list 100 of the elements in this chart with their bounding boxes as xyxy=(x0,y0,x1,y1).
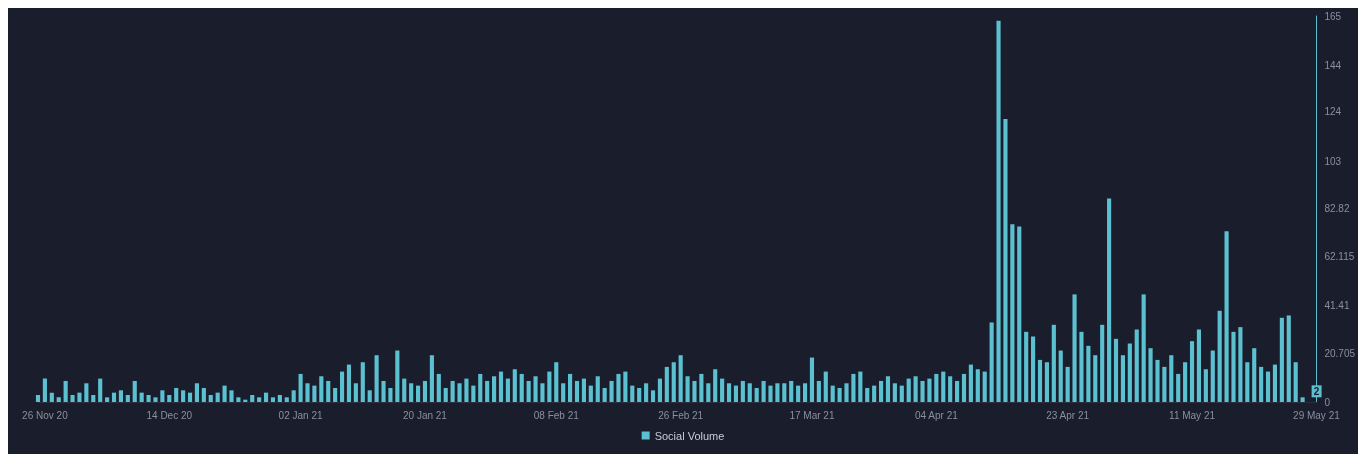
bar xyxy=(1162,366,1167,402)
bar xyxy=(561,383,566,402)
bar xyxy=(526,380,531,402)
y-tick-label: 124 xyxy=(1324,106,1342,118)
bar xyxy=(298,373,303,402)
bar xyxy=(1072,294,1077,402)
x-tick-label: 26 Nov 20 xyxy=(22,409,69,421)
bar xyxy=(125,394,130,402)
bar xyxy=(1155,359,1160,402)
x-tick-label: 26 Feb 21 xyxy=(658,409,704,421)
bar xyxy=(1010,224,1015,402)
bar xyxy=(70,394,75,402)
bar xyxy=(1189,341,1195,402)
bar xyxy=(657,378,662,402)
bar xyxy=(478,373,483,402)
bar xyxy=(733,385,739,402)
bar xyxy=(319,376,324,402)
bar xyxy=(492,376,497,402)
bar xyxy=(747,383,752,402)
bar xyxy=(650,390,656,402)
bar xyxy=(312,385,317,402)
bar xyxy=(1017,226,1022,402)
bar xyxy=(1134,329,1139,402)
bar xyxy=(429,355,434,402)
bar xyxy=(740,380,745,402)
bar xyxy=(229,390,234,402)
bar xyxy=(35,394,41,402)
bar xyxy=(409,383,414,402)
bar xyxy=(968,364,973,402)
bar xyxy=(837,387,842,402)
bar xyxy=(906,378,911,402)
x-tick-label: 20 Jan 21 xyxy=(403,409,448,421)
bar xyxy=(581,378,586,402)
bar xyxy=(167,394,172,402)
y-tick-label: 103 xyxy=(1324,155,1342,167)
annotation: 2 xyxy=(1313,385,1320,397)
bar xyxy=(450,380,455,402)
y-tick-label: 62.115 xyxy=(1324,251,1355,263)
bar xyxy=(878,380,884,402)
bar xyxy=(49,392,54,402)
bar xyxy=(1224,231,1229,402)
bar xyxy=(892,383,897,402)
y-tick-label: 165 xyxy=(1324,10,1342,22)
bar xyxy=(139,392,144,402)
bar xyxy=(416,385,421,402)
bar xyxy=(540,383,545,402)
bar xyxy=(1024,331,1029,402)
bar xyxy=(637,387,642,402)
bar xyxy=(519,373,524,402)
y-tick-label: 20.705 xyxy=(1324,348,1356,360)
bar xyxy=(644,383,649,402)
bar xyxy=(381,380,386,402)
bar xyxy=(111,392,117,402)
bar xyxy=(858,371,863,402)
bar xyxy=(1031,336,1036,402)
bar xyxy=(1100,324,1105,402)
bar xyxy=(339,371,345,402)
bar xyxy=(872,385,877,402)
bar xyxy=(941,371,946,402)
bar xyxy=(277,394,282,402)
bar xyxy=(1148,348,1153,402)
bar xyxy=(305,383,310,402)
bar xyxy=(899,385,904,402)
bar xyxy=(457,383,462,402)
bar xyxy=(270,397,276,402)
bar xyxy=(844,383,849,402)
bar xyxy=(1300,397,1305,402)
bar xyxy=(471,385,476,402)
bar xyxy=(63,380,68,402)
bar xyxy=(98,378,103,402)
bar xyxy=(1107,198,1112,402)
bar xyxy=(685,376,690,402)
bar xyxy=(1293,362,1298,402)
bar xyxy=(1279,317,1284,402)
bar xyxy=(1272,364,1278,402)
bar xyxy=(91,394,96,402)
bar xyxy=(1051,324,1056,402)
bar xyxy=(961,373,967,402)
bar xyxy=(485,380,490,402)
bar xyxy=(616,373,621,402)
bar xyxy=(568,373,573,402)
bar xyxy=(1079,331,1084,402)
bar xyxy=(865,387,870,402)
bar xyxy=(664,366,669,402)
bar xyxy=(982,371,987,402)
bar xyxy=(181,390,186,402)
x-tick-label: 14 Dec 20 xyxy=(146,409,193,421)
bar xyxy=(250,394,255,402)
bar xyxy=(118,390,123,402)
bar xyxy=(1210,350,1215,402)
bar xyxy=(1093,355,1098,402)
bar xyxy=(1196,329,1202,402)
bar xyxy=(222,385,227,402)
bar xyxy=(955,380,960,402)
x-tick-label: 02 Jan 21 xyxy=(278,409,323,421)
bar xyxy=(132,380,137,402)
bar xyxy=(602,387,607,402)
bar xyxy=(153,397,158,402)
bar xyxy=(547,371,552,402)
bar xyxy=(512,369,517,402)
